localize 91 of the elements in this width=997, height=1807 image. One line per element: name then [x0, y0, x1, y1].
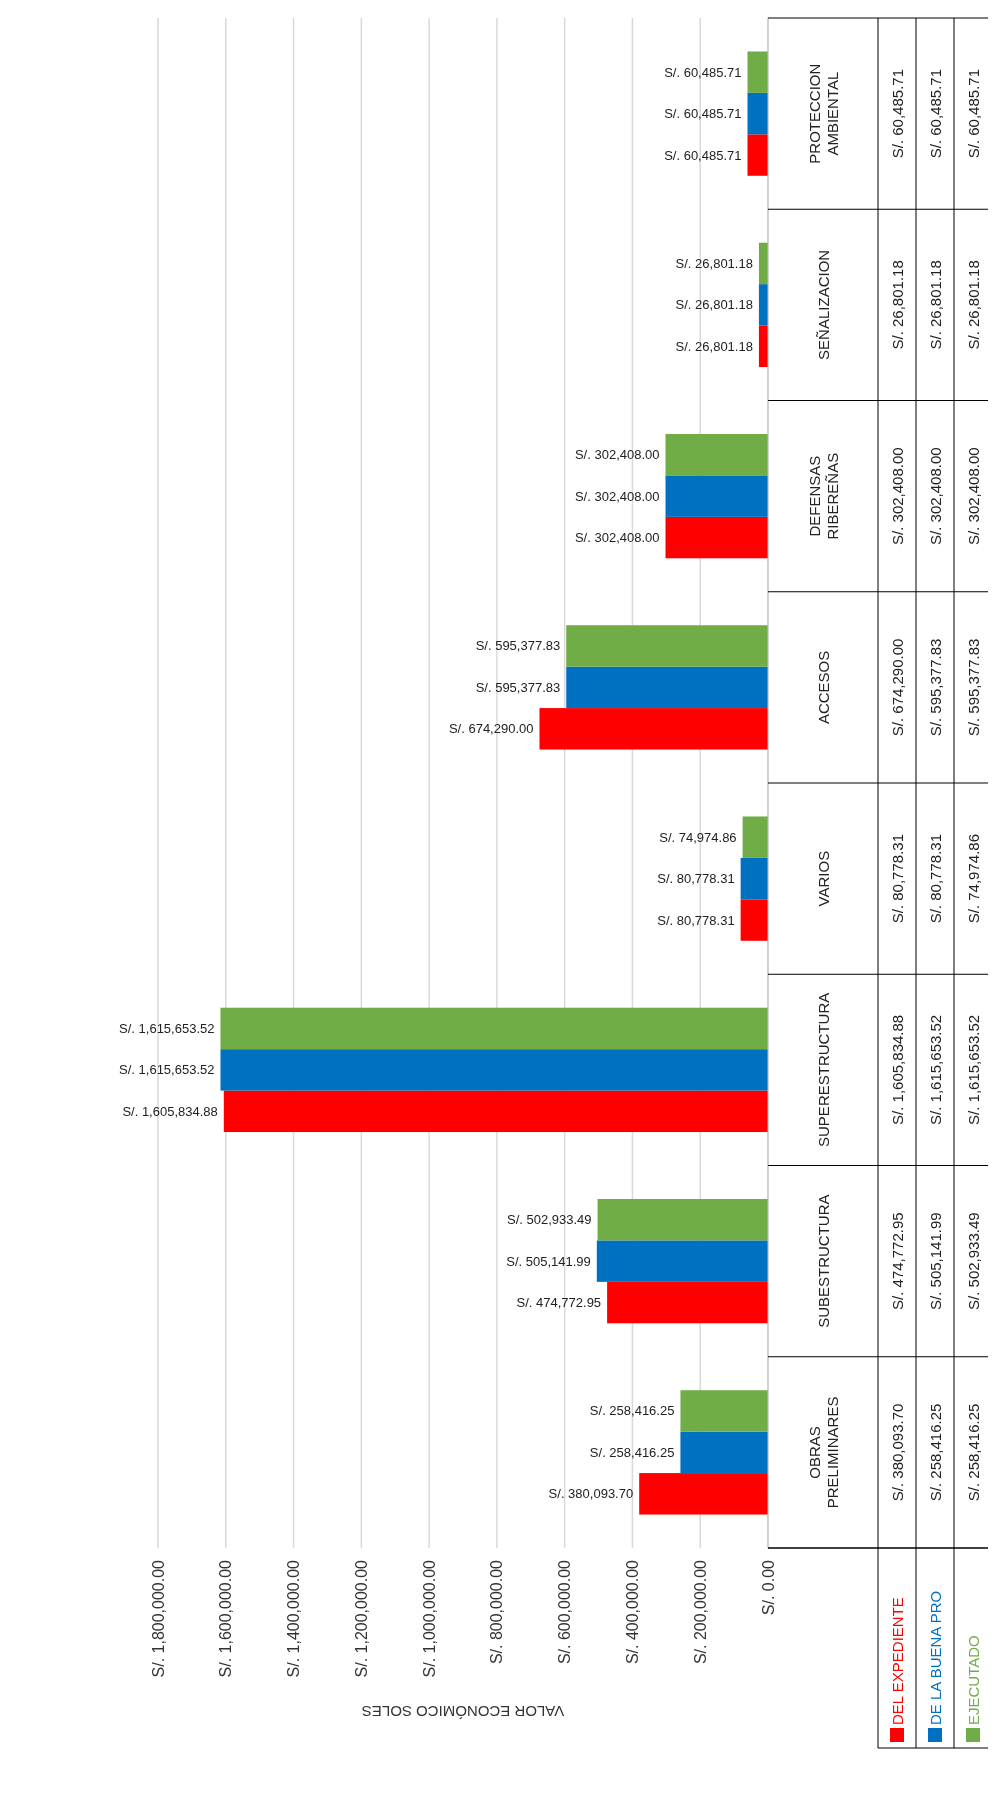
bar [747, 134, 768, 176]
y-tick-label: ACCESOS [814, 650, 832, 725]
text: S/. 595,377.83 [475, 638, 561, 654]
text: S/. 302,408.00 [574, 447, 660, 463]
data-label: S/. 26,801.18 [888, 260, 906, 350]
text: S/. 60,485.71 [664, 64, 742, 80]
text: EJECUTADO [964, 1635, 982, 1725]
bar [747, 51, 768, 93]
y-tick-label: DEFENSAS RIBEREÑAS [805, 452, 841, 540]
text: S/. 80,778.31 [657, 871, 735, 887]
data-label: S/. 1,615,653.52 [964, 1014, 982, 1125]
data-label: S/. 80,778.31 [926, 834, 944, 924]
x-tick-label: S/. 1,000,000.00 [420, 1559, 438, 1678]
text: S/. 674,290.00 [448, 721, 534, 737]
y-tick-label: OBRAS PRELIMINARES [805, 1396, 841, 1509]
data-label: S/. 60,485.71 [926, 69, 944, 159]
bar [220, 1049, 768, 1091]
bar [597, 1198, 768, 1241]
text: S/. 474,772.95 [516, 1295, 602, 1311]
bar [566, 625, 768, 667]
bar [665, 475, 768, 517]
data-label: S/. 1,605,834.88 [888, 1014, 906, 1125]
bar [680, 1431, 768, 1474]
bar [740, 899, 768, 941]
x-tick-label: S/. 600,000.00 [556, 1559, 574, 1665]
data-label: S/. 595,377.83 [964, 638, 982, 737]
text: S/. 80,778.31 [657, 912, 735, 928]
text: S/. 258,416.25 [589, 1444, 675, 1460]
text: S/. 302,408.00 [574, 488, 660, 504]
text: DE LA BUENA PRO [926, 1590, 944, 1725]
text: S/. 1,605,834.88 [122, 1103, 218, 1119]
data-label: S/. 26,801.18 [964, 260, 982, 350]
data-label: S/. 502,933.49 [964, 1212, 982, 1310]
bar [680, 1390, 768, 1432]
data-label: S/. 302,408.00 [926, 447, 944, 545]
data-label: S/. 1,615,653.52 [926, 1014, 944, 1125]
data-label: S/. 258,416.25 [964, 1403, 982, 1502]
bar [742, 816, 768, 858]
text: S/. 1,615,653.52 [119, 1020, 215, 1036]
x-tick-label: S/. 0.00 [759, 1559, 777, 1616]
data-label: S/. 380,093.70 [888, 1403, 906, 1502]
text: S/. 380,093.70 [548, 1486, 634, 1502]
x-tick-label: S/. 800,000.00 [488, 1559, 506, 1665]
x-tick-label: S/. 1,800,000.00 [149, 1559, 167, 1678]
data-label: S/. 474,772.95 [888, 1212, 906, 1310]
bar [740, 857, 768, 900]
bar [220, 1007, 768, 1050]
x-axis-title: VALOR ECONÓMICO SOLES [361, 1703, 565, 1720]
text: S/. 26,801.18 [675, 338, 753, 354]
text: S/. 1,615,653.52 [119, 1062, 215, 1078]
data-label: S/. 60,485.71 [888, 69, 906, 159]
bar [539, 708, 768, 750]
x-tick-label: S/. 400,000.00 [623, 1559, 641, 1665]
data-label: S/. 302,408.00 [964, 447, 982, 545]
bar [566, 666, 768, 709]
data-label: S/. 302,408.00 [888, 447, 906, 545]
bar [223, 1090, 768, 1133]
x-tick-label: S/. 1,600,000.00 [217, 1559, 235, 1678]
data-label: S/. 26,801.18 [926, 260, 944, 350]
text: S/. 26,801.18 [675, 297, 753, 313]
data-label: S/. 80,778.31 [888, 834, 906, 924]
data-label: S/. 258,416.25 [926, 1403, 944, 1502]
data-label: S/. 60,485.71 [964, 69, 982, 159]
data-label: S/. 595,377.83 [926, 638, 944, 737]
y-tick-label: SEÑALIZACION [814, 249, 832, 360]
text: S/. 60,485.71 [664, 147, 742, 163]
x-tick-label: S/. 1,400,000.00 [285, 1559, 303, 1678]
text: S/. 502,933.49 [506, 1212, 592, 1228]
data-label: S/. 505,141.99 [926, 1212, 944, 1310]
y-tick-label: VARIOS [814, 850, 832, 907]
x-tick-label: S/. 1,200,000.00 [352, 1559, 370, 1678]
text: DEL EXPEDIENTE [888, 1597, 906, 1725]
text: S/. 258,416.25 [589, 1403, 675, 1419]
bar [596, 1240, 768, 1282]
bar [639, 1473, 768, 1515]
text: S/. 60,485.71 [664, 106, 742, 122]
text: S/. 26,801.18 [675, 255, 753, 271]
text: S/. 505,141.99 [506, 1253, 591, 1269]
bar [665, 516, 768, 559]
y-tick-label: SUBESTRUCTURA [814, 1194, 832, 1328]
text: S/. 302,408.00 [574, 530, 660, 546]
data-label: S/. 674,290.00 [888, 638, 906, 737]
bar [747, 92, 768, 135]
x-tick-label: S/. 200,000.00 [691, 1559, 709, 1665]
data-label: S/. 74,974.86 [964, 834, 982, 924]
text: S/. 595,377.83 [475, 679, 561, 695]
y-tick-label: SUPERESTRUCTURA [814, 992, 832, 1147]
bar [665, 433, 768, 476]
text: S/. 74,974.86 [659, 829, 737, 845]
bar [607, 1281, 768, 1324]
y-tick-label: PROTECCION AMBIENTAL [805, 63, 841, 164]
